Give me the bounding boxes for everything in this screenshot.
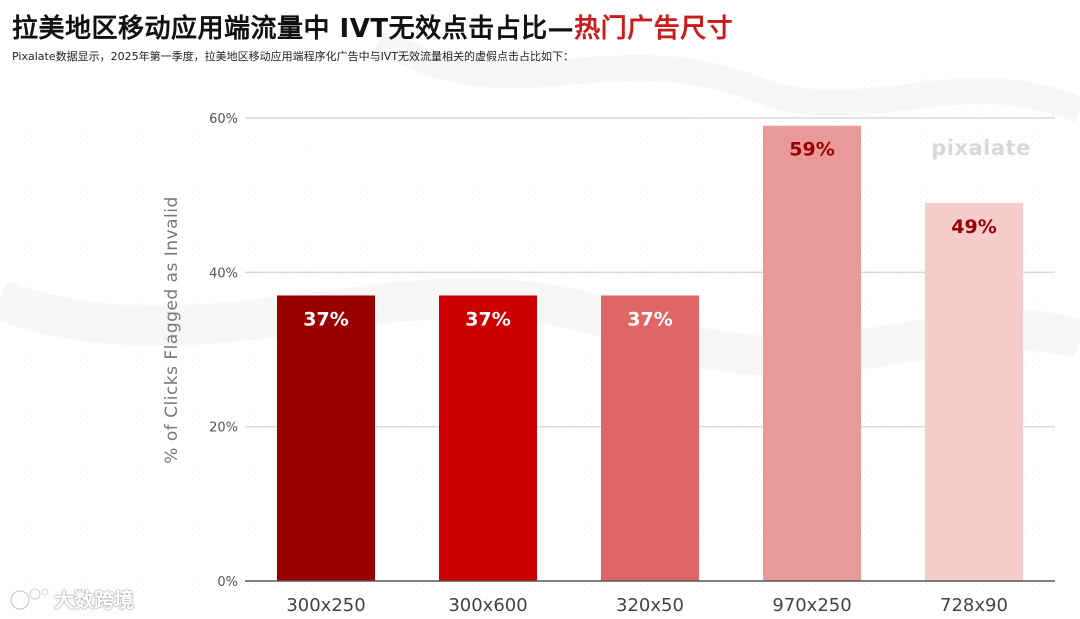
bar-300x250: [277, 295, 375, 581]
x-tick-label: 300x600: [448, 595, 527, 616]
title-main: 拉美地区移动应用端流量中 IVT无效点击占比—: [12, 14, 575, 44]
y-tick-label: 60%: [209, 112, 238, 127]
data-label: 37%: [303, 308, 348, 330]
brand-logo-icon: [9, 587, 49, 610]
data-label: 37%: [465, 308, 510, 330]
x-tick-label: 728x90: [940, 595, 1008, 616]
y-axis-title: % of Clicks Flagged as Invalid: [162, 196, 182, 463]
data-labels: 37% 37% 37% 59% 49%: [303, 139, 996, 331]
page-subtitle: Pixalate数据显示，2025年第一季度，拉美地区移动应用端程序化广告中与I…: [12, 50, 575, 63]
bar-970x250: [763, 125, 861, 581]
y-tick-label: 40%: [209, 266, 238, 281]
bar-300x600: [439, 295, 537, 581]
axes: 0% 20% 40% 60% 300x250 300x600 320x50 970x250 72…: [209, 112, 1055, 616]
data-label: 49%: [951, 216, 996, 238]
pixalate-watermark: pixalate: [931, 136, 1031, 160]
footer-brand: 大数跨境: [8, 584, 134, 613]
data-label: 59%: [789, 139, 834, 161]
x-tick-label: 320x50: [616, 595, 684, 616]
bar-728x90: [925, 202, 1023, 581]
y-tick-label: 0%: [217, 575, 238, 590]
bars: [277, 125, 1023, 581]
y-tick-label: 20%: [209, 421, 238, 436]
bar-320x50: [601, 295, 699, 581]
x-tick-label: 970x250: [772, 595, 851, 616]
footer-brand-name: 大数跨境: [54, 588, 134, 612]
page-title: 拉美地区移动应用端流量中 IVT无效点击占比—热门广告尺寸: [12, 12, 733, 46]
data-label: 37%: [627, 308, 672, 330]
x-tick-label: 300x250: [286, 595, 365, 616]
title-highlight: 热门广告尺寸: [574, 14, 734, 44]
